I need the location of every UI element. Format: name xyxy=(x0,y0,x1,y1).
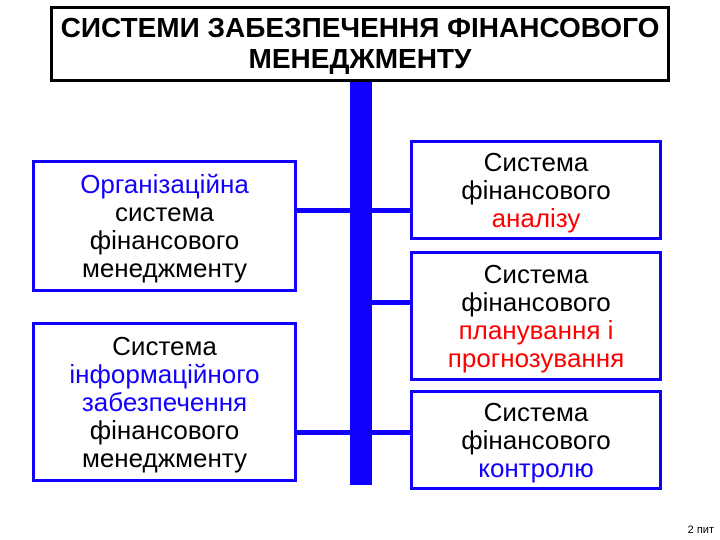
node-line: менеджменту xyxy=(82,444,247,472)
connector xyxy=(297,430,350,435)
node-line: Система xyxy=(484,148,589,176)
node-line: контролю xyxy=(478,454,593,482)
page-footer: 2 пит xyxy=(688,524,714,536)
connector xyxy=(372,208,410,213)
node-control-system: Система фінансового контролю xyxy=(410,390,662,490)
diagram-spine xyxy=(350,82,372,485)
node-analysis-system: Система фінансового аналізу xyxy=(410,140,662,240)
node-line: менеджменту xyxy=(82,254,247,282)
node-line: фінансового xyxy=(461,176,610,204)
node-line: Система xyxy=(112,332,217,360)
node-organizational-system: Організаційна система фінансового менедж… xyxy=(32,160,297,292)
node-planning-system: Система фінансового планування і прогноз… xyxy=(410,251,662,381)
title-text: СИСТЕМИ ЗАБЕЗПЕЧЕННЯ ФІНАНСОВОГО МЕНЕДЖМ… xyxy=(61,12,660,74)
node-line: Система xyxy=(484,260,589,288)
node-line: Система xyxy=(484,398,589,426)
node-line: планування і xyxy=(459,316,614,344)
node-line: система xyxy=(115,198,214,226)
node-line: Організаційна xyxy=(80,170,249,198)
footer-text: 2 пит xyxy=(688,524,714,536)
node-line: інформаційного xyxy=(69,360,259,388)
diagram-title: СИСТЕМИ ЗАБЕЗПЕЧЕННЯ ФІНАНСОВОГО МЕНЕДЖМ… xyxy=(50,6,670,82)
node-line: фінансового xyxy=(461,426,610,454)
node-information-system: Система інформаційного забезпечення фіна… xyxy=(32,322,297,482)
node-line: фінансового xyxy=(90,416,239,444)
connector xyxy=(372,430,410,435)
node-line: прогнозування xyxy=(448,344,624,372)
node-line: фінансового xyxy=(461,288,610,316)
node-line: фінансового xyxy=(90,226,239,254)
node-line: аналізу xyxy=(492,204,581,232)
connector xyxy=(372,300,410,305)
connector xyxy=(297,208,350,213)
node-line: забезпечення xyxy=(82,388,247,416)
